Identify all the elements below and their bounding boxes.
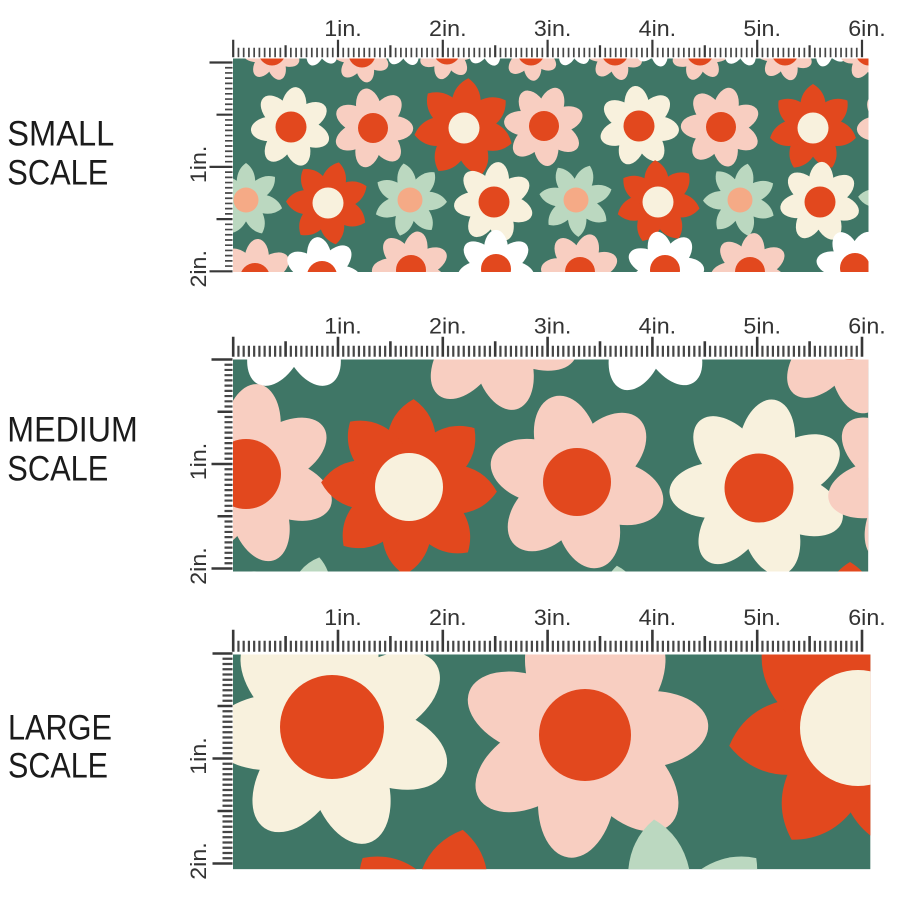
svg-text:2in.: 2in. [186,547,211,585]
svg-text:1in.: 1in. [324,16,362,41]
svg-text:2in.: 2in. [429,313,467,338]
svg-text:6in.: 6in. [848,605,886,630]
svg-text:2in.: 2in. [186,842,211,880]
svg-text:6in.: 6in. [848,313,886,338]
svg-text:1in.: 1in. [324,605,362,630]
svg-text:1in.: 1in. [186,737,211,775]
svg-text:SCALE: SCALE [7,154,108,193]
svg-text:MEDIUM: MEDIUM [7,411,138,450]
svg-text:1in.: 1in. [324,313,362,338]
svg-text:5in.: 5in. [743,313,781,338]
svg-text:SCALE: SCALE [7,450,108,489]
svg-text:4in.: 4in. [639,313,677,338]
svg-text:4in.: 4in. [639,16,677,41]
svg-text:3in.: 3in. [534,16,572,41]
svg-text:2in.: 2in. [429,605,467,630]
svg-text:LARGE: LARGE [8,709,112,748]
svg-text:2in.: 2in. [429,16,467,41]
svg-text:1in.: 1in. [186,443,211,481]
svg-text:5in.: 5in. [743,605,781,630]
svg-text:5in.: 5in. [743,16,781,41]
svg-text:3in.: 3in. [534,313,572,338]
svg-text:SCALE: SCALE [8,747,108,786]
svg-text:SMALL: SMALL [7,115,114,154]
svg-text:1in.: 1in. [186,146,211,184]
svg-text:2in.: 2in. [186,250,211,288]
svg-text:4in.: 4in. [639,605,677,630]
svg-text:6in.: 6in. [848,16,886,41]
svg-text:3in.: 3in. [534,605,572,630]
